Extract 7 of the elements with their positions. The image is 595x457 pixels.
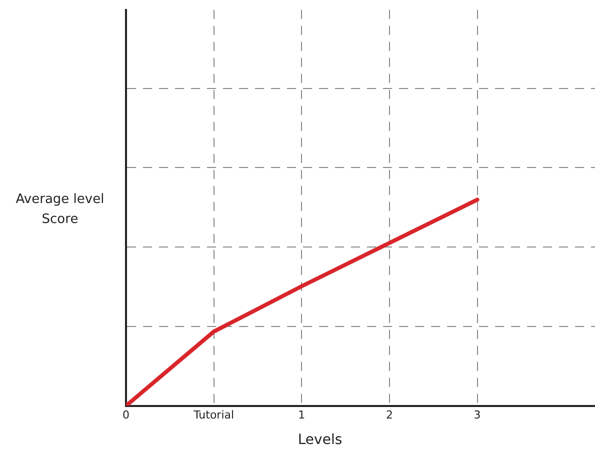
x-tick-label: 2 xyxy=(386,408,393,422)
x-tick-label: 3 xyxy=(474,408,481,422)
x-axis-title: Levels xyxy=(296,432,344,448)
x-tick-label: 1 xyxy=(298,408,306,422)
x-tick-label: Tutorial xyxy=(192,408,234,422)
x-tick-label: 0 xyxy=(122,408,130,422)
y-axis-title: Average level Score xyxy=(14,191,106,229)
